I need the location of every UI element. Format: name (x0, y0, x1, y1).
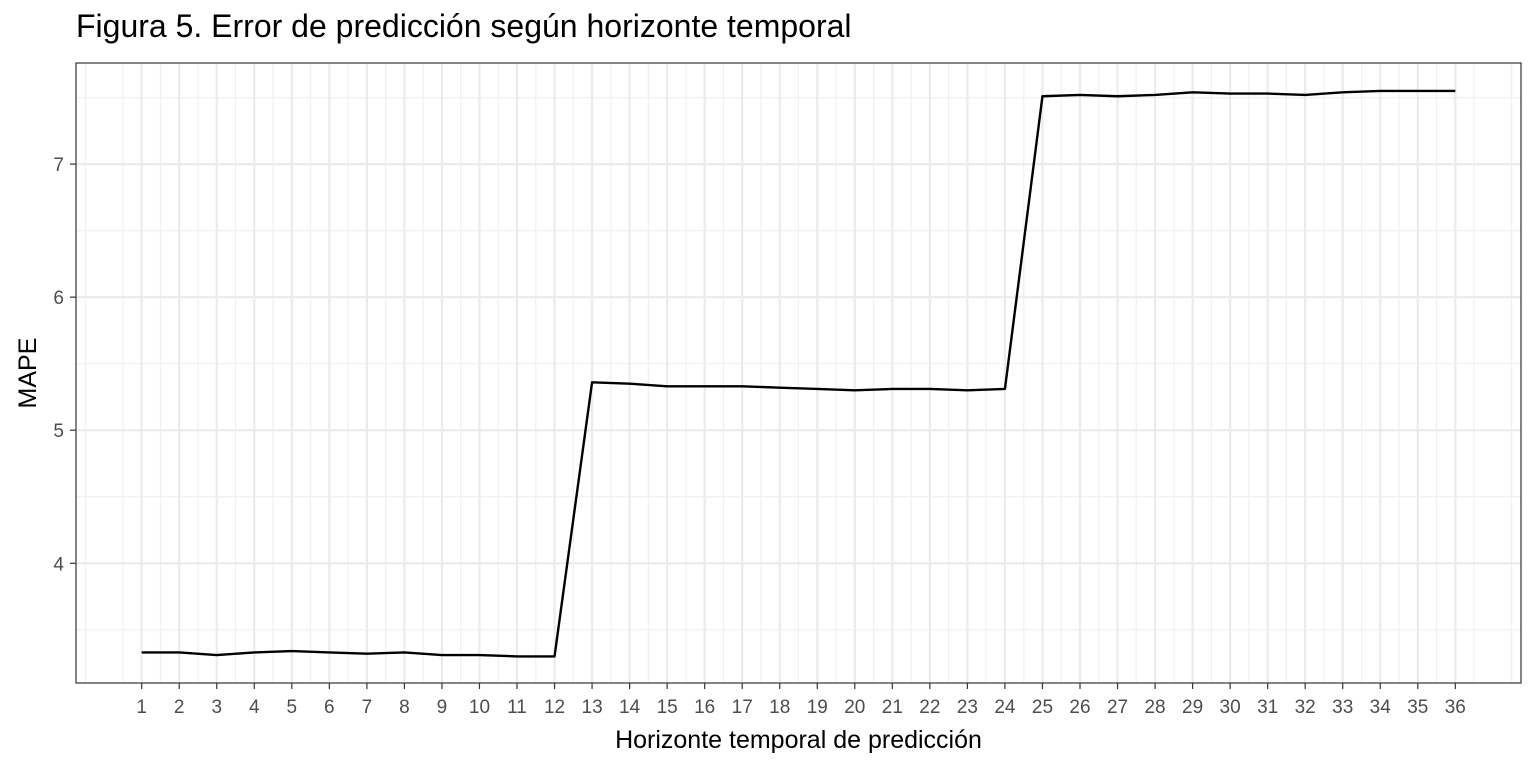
minor-gridlines (76, 63, 1521, 683)
x-tick-label: 3 (211, 697, 222, 718)
y-axis-ticks: 4 5 6 7 (53, 155, 76, 575)
x-tick-label: 30 (1220, 697, 1241, 718)
x-tick-label: 36 (1445, 697, 1466, 718)
x-tick-label: 10 (469, 697, 490, 718)
x-tick-label: 19 (807, 697, 828, 718)
x-axis-title: Horizonte temporal de predicción (615, 726, 982, 754)
x-tick-label: 5 (287, 697, 298, 718)
series-line (141, 89, 1456, 658)
y-axis-title: MAPE (14, 338, 42, 409)
x-tick-label: 27 (1107, 697, 1128, 718)
x-tick-label: 9 (437, 697, 448, 718)
major-gridlines (76, 63, 1521, 683)
y-tick-label: 7 (53, 155, 64, 176)
x-axis-ticks: 1 2 3 4 5 6 7 8 9 10 11 12 13 14 15 16 17 18 19 20 21 22 23 24 2… (136, 683, 1466, 718)
x-tick-label: 6 (324, 697, 335, 718)
x-tick-label: 7 (362, 697, 373, 718)
y-tick-label: 4 (53, 554, 64, 575)
x-tick-label: 20 (844, 697, 865, 718)
x-tick-label: 18 (769, 697, 790, 718)
x-tick-label: 12 (544, 697, 565, 718)
x-tick-label: 31 (1257, 697, 1278, 718)
x-tick-label: 24 (994, 697, 1016, 718)
x-tick-label: 2 (174, 697, 185, 718)
y-tick-label: 6 (53, 288, 64, 309)
x-tick-label: 25 (1032, 697, 1053, 718)
x-tick-label: 4 (249, 697, 260, 718)
x-tick-label: 28 (1144, 697, 1165, 718)
x-tick-label: 34 (1370, 697, 1392, 718)
x-tick-label: 8 (399, 697, 410, 718)
x-tick-label: 26 (1069, 697, 1090, 718)
x-tick-label: 32 (1295, 697, 1316, 718)
x-tick-label: 22 (919, 697, 940, 718)
plot-panel-border (75, 62, 1522, 684)
x-tick-label: 16 (694, 697, 715, 718)
x-tick-label: 15 (657, 697, 678, 718)
x-tick-label: 11 (507, 697, 527, 718)
x-tick-label: 23 (957, 697, 978, 718)
x-tick-label: 35 (1407, 697, 1428, 718)
x-tick-label: 17 (732, 697, 753, 718)
x-tick-label: 33 (1332, 697, 1353, 718)
y-tick-label: 5 (53, 421, 64, 442)
x-tick-label: 29 (1182, 697, 1203, 718)
x-tick-label: 14 (619, 697, 641, 718)
chart-title: Figura 5. Error de predicción según hori… (76, 8, 852, 44)
x-tick-label: 21 (882, 697, 903, 718)
x-tick-label: 1 (136, 697, 147, 718)
x-tick-label: 13 (582, 697, 603, 718)
